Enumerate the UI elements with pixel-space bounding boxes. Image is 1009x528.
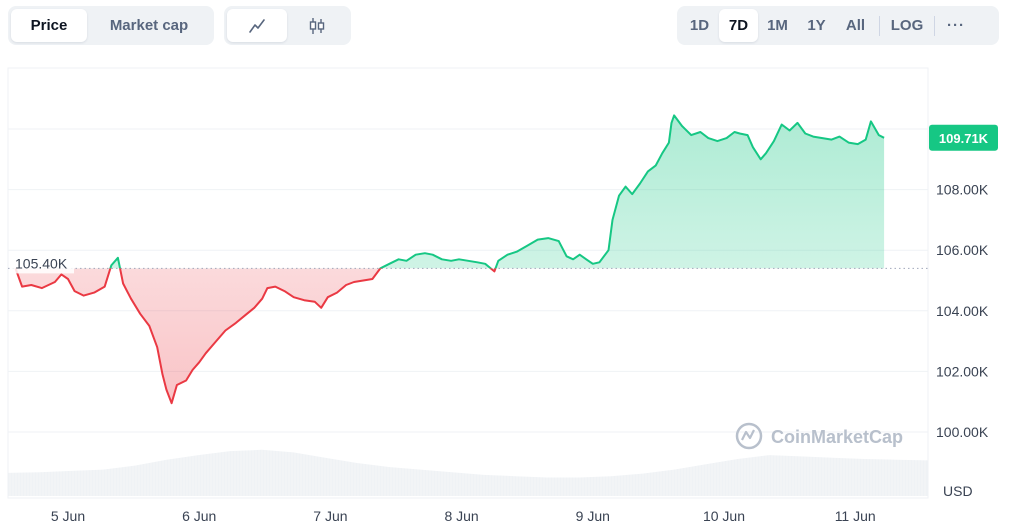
volume-bars xyxy=(8,438,928,496)
currency-label: USD xyxy=(943,483,973,499)
range-7d-button[interactable]: 7D xyxy=(719,9,758,42)
toolbar-divider xyxy=(934,15,935,36)
y-tick-label: 106.00K xyxy=(936,242,989,258)
line-chart-icon xyxy=(249,18,265,33)
current-price-label: 109.71K xyxy=(939,131,989,146)
x-tick-label: 8 Jun xyxy=(444,508,478,524)
area-fill-below-baseline xyxy=(15,268,885,404)
range-all-button[interactable]: All xyxy=(845,17,866,34)
chart-type-toggle xyxy=(224,6,351,45)
y-tick-label: 102.00K xyxy=(936,363,989,379)
log-scale-button[interactable]: LOG xyxy=(890,17,924,34)
price-tab[interactable]: Price xyxy=(11,9,87,42)
toolbar-divider xyxy=(879,15,880,36)
range-1d-button[interactable]: 1D xyxy=(689,17,710,34)
watermark-text: CoinMarketCap xyxy=(771,427,903,447)
candlestick-icon xyxy=(309,17,325,34)
x-tick-label: 9 Jun xyxy=(576,508,610,524)
price-line-up xyxy=(15,114,885,269)
baseline-label: 105.40K xyxy=(10,255,74,274)
y-tick-label: 108.00K xyxy=(936,182,989,198)
candlestick-chart-button[interactable] xyxy=(287,9,347,42)
y-tick-label: 104.00K xyxy=(936,303,989,319)
x-tick-label: 7 Jun xyxy=(313,508,347,524)
x-tick-label: 11 Jun xyxy=(835,508,876,524)
more-options-button[interactable]: ··· xyxy=(947,17,965,34)
area-fill-above-baseline xyxy=(110,115,885,269)
watermark: CoinMarketCap xyxy=(735,422,903,450)
range-1m-button[interactable]: 1M xyxy=(767,17,788,34)
price-line-down xyxy=(14,268,497,405)
range-1y-button[interactable]: 1Y xyxy=(807,17,826,34)
market-cap-tab[interactable]: Market cap xyxy=(109,17,189,34)
y-tick-label: 100.00K xyxy=(936,424,989,440)
x-tick-label: 6 Jun xyxy=(182,508,216,524)
y-axis: 100.00K 102.00K 104.00K 106.00K 108.00K xyxy=(936,182,989,440)
current-price-badge: 109.71K xyxy=(929,124,998,151)
plot-frame xyxy=(7,67,929,499)
baseline-value-label: 105.40K xyxy=(15,255,68,271)
line-chart-button[interactable] xyxy=(227,9,287,42)
x-tick-label: 10 Jun xyxy=(703,508,745,524)
x-axis: 5 Jun 6 Jun 7 Jun 8 Jun 9 Jun 10 Jun 11 Jun xyxy=(51,508,876,524)
mode-toggle: Price Market cap xyxy=(8,6,214,45)
time-range-toggle: 1D 7D 1M 1Y All LOG ··· xyxy=(677,6,999,45)
x-tick-label: 5 Jun xyxy=(51,508,85,524)
